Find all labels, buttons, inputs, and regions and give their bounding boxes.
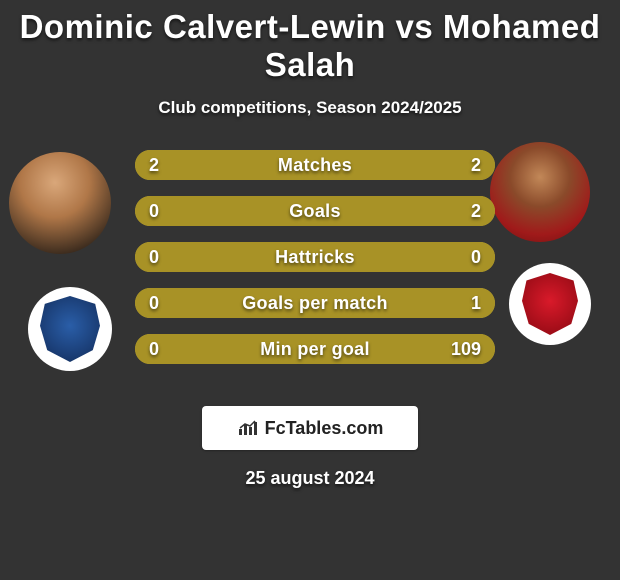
page-title: Dominic Calvert-Lewin vs Mohamed Salah — [0, 8, 620, 84]
bar-value-left: 0 — [149, 196, 159, 226]
player-left-avatar — [9, 152, 111, 254]
main-area: Matches22Goals02Hattricks00Goals per mat… — [0, 154, 620, 394]
bar-label: Matches — [135, 150, 495, 180]
page-subtitle: Club competitions, Season 2024/2025 — [0, 98, 620, 118]
bar-value-right: 2 — [471, 196, 481, 226]
bar-value-left: 2 — [149, 150, 159, 180]
bar-value-left: 0 — [149, 242, 159, 272]
bar-label: Min per goal — [135, 334, 495, 364]
comparison-card: Dominic Calvert-Lewin vs Mohamed Salah C… — [0, 0, 620, 489]
date-text: 25 august 2024 — [0, 468, 620, 489]
club-left-badge — [28, 287, 112, 371]
stat-row: Goals0 2 — [135, 196, 495, 226]
bar-value-right: 2 — [471, 150, 481, 180]
stat-row: Min per goal0 109 — [135, 334, 495, 364]
bar-value-right: 109 — [451, 334, 481, 364]
bar-value-right: 0 — [471, 242, 481, 272]
player-right-avatar — [490, 142, 590, 242]
bar-label: Hattricks — [135, 242, 495, 272]
bar-value-left: 0 — [149, 334, 159, 364]
brand-text: FcTables.com — [265, 418, 384, 439]
bar-value-left: 0 — [149, 288, 159, 318]
brand-badge: FcTables.com — [202, 406, 418, 450]
bar-value-right: 1 — [471, 288, 481, 318]
stat-bars: Matches22Goals02Hattricks00Goals per mat… — [135, 150, 495, 380]
stat-row: Matches2 2 — [135, 150, 495, 180]
stat-row: Hattricks0 0 — [135, 242, 495, 272]
stat-row: Goals per match0 1 — [135, 288, 495, 318]
bar-label: Goals per match — [135, 288, 495, 318]
club-right-badge — [509, 263, 591, 345]
bar-label: Goals — [135, 196, 495, 226]
chart-icon — [237, 419, 259, 437]
